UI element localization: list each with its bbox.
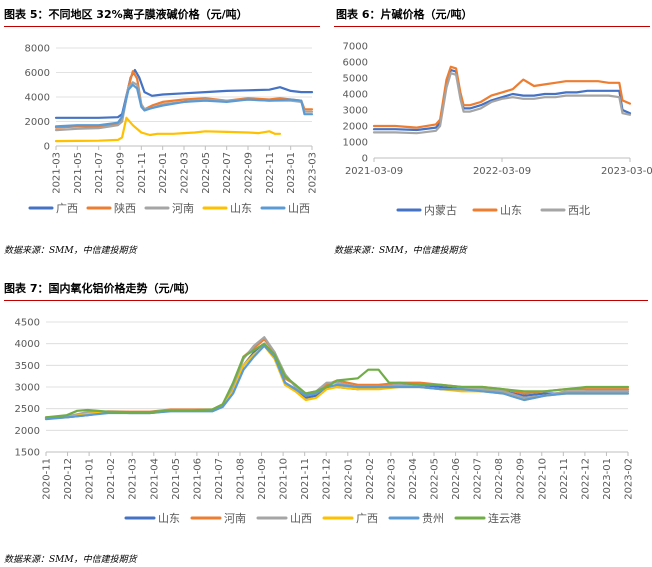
x-tick-label: 2021-05 (73, 152, 84, 194)
y-tick-label: 7000 (343, 42, 368, 53)
y-tick-label: 5000 (343, 74, 368, 85)
y-tick-label: 4500 (15, 318, 40, 329)
chart5-title-rule (4, 26, 320, 27)
x-tick-label: 2022-05 (430, 458, 441, 500)
x-tick-label: 2022-08 (494, 458, 505, 500)
y-tick-label: 2500 (15, 404, 40, 415)
y-tick-label: 1500 (15, 448, 40, 459)
y-tick-label: 6000 (25, 68, 50, 79)
x-tick-label: 2022-04 (408, 458, 419, 500)
y-tick-label: 3500 (15, 361, 40, 372)
x-tick-label: 2023-01 (286, 152, 297, 194)
chart5-title: 图表 5：不同地区 32%离子膜液碱价格（元/吨） (4, 8, 248, 21)
y-tick-label: 4000 (15, 339, 40, 350)
legend-label: 山西 (288, 202, 310, 215)
x-tick-label: 2021-01 (85, 458, 96, 500)
chart7-title: 图表 7：国内氧化铝价格走势（元/吨） (4, 282, 196, 295)
chart7-source: 数据来源：SMM，中信建投期货 (4, 555, 137, 565)
legend-label: 广西 (356, 512, 378, 525)
x-tick-label: 2022-01 (158, 152, 169, 194)
x-tick-label: 2022-07 (222, 152, 233, 194)
x-tick-label: 2021-06 (192, 458, 203, 500)
legend-label: 广西 (56, 202, 78, 215)
y-tick-label: 4000 (25, 93, 50, 104)
x-tick-label: 2021-03 (128, 458, 139, 500)
x-tick-label: 2021-12 (322, 458, 333, 500)
legend-label: 山东 (158, 512, 180, 525)
legend-label: 山东 (230, 202, 252, 215)
legend-label: 连云港 (488, 512, 521, 525)
x-tick-label: 2021-03-09 (345, 166, 403, 177)
legend-label: 西北 (568, 204, 590, 217)
x-tick-label: 2022-03 (180, 152, 191, 194)
series-line-连云港 (44, 342, 630, 419)
series-line-山东 (372, 65, 632, 129)
chart6-plot: 0 1000 2000 3000 4000 5000 6000 7000 2021-03-09 2… (343, 42, 652, 218)
x-tick-label: 2023-01 (602, 458, 613, 500)
x-tick-label: 2021-07 (94, 152, 105, 194)
y-tick-label: 0 (362, 154, 368, 165)
y-tick-label: 3000 (15, 383, 40, 394)
chart5-source: 数据来源：SMM，中信建投期货 (4, 246, 137, 256)
legend-label: 河南 (224, 512, 246, 525)
chart6-title: 图表 6：片碱价格（元/吨） (336, 8, 473, 21)
series-line-河南 (44, 338, 630, 419)
chart7-plot: 1500 2000 2500 3000 3500 4000 4500 2020-11 2020-… (15, 318, 635, 526)
chart6-title-rule (334, 26, 650, 27)
x-tick-label: 2021-07 (214, 458, 225, 500)
x-tick-label: 2021-03 (52, 152, 63, 194)
x-tick-label: 2022-07 (473, 458, 484, 500)
y-tick-label: 3000 (343, 106, 368, 117)
series-line-山西 (44, 336, 630, 419)
x-tick-label: 2022-11 (265, 152, 276, 194)
y-tick-label: 2000 (25, 117, 50, 128)
x-tick-label: 2021-11 (137, 152, 148, 194)
x-tick-label: 2022-09 (516, 458, 527, 500)
legend-label: 陕西 (114, 201, 136, 215)
legend-label: 内蒙古 (424, 203, 457, 217)
x-tick-label: 2022-01 (343, 458, 354, 500)
legend-label: 山东 (500, 204, 522, 217)
y-tick-label: 2000 (343, 122, 368, 133)
series-line-山西 (54, 83, 314, 128)
x-tick-label: 2021-08 (236, 458, 247, 500)
series-line-广西 (54, 68, 314, 119)
x-tick-label: 2022-10 (537, 458, 548, 500)
y-tick-label: 4000 (343, 90, 368, 101)
x-tick-label: 2021-09 (116, 152, 127, 194)
x-tick-label: 2023-03-09 (601, 166, 652, 177)
series-line-山东 (54, 116, 282, 143)
x-tick-label: 2022-11 (559, 458, 570, 500)
x-tick-label: 2021-11 (300, 458, 311, 500)
x-tick-label: 2021-10 (279, 458, 290, 500)
x-tick-label: 2022-06 (451, 458, 462, 500)
x-tick-label: 2020-11 (42, 458, 53, 500)
x-tick-label: 2022-03-09 (473, 166, 531, 177)
x-tick-label: 2021-02 (106, 458, 117, 500)
x-tick-label: 2020-12 (63, 458, 74, 500)
chart5-plot: 0 2000 4000 6000 8000 2021-03 2021-05 2021-07 20… (25, 44, 319, 216)
x-tick-label: 2022-03 (386, 458, 397, 500)
x-tick-label: 2022-09 (244, 152, 255, 194)
y-tick-label: 0 (44, 142, 50, 153)
chart6-source: 数据来源：SMM，中信建投期货 (334, 246, 467, 256)
series-line-西北 (372, 72, 632, 135)
chart7-title-rule (4, 300, 648, 301)
legend-label: 河南 (172, 202, 194, 215)
x-tick-label: 2022-05 (201, 152, 212, 194)
y-tick-label: 6000 (343, 58, 368, 69)
legend-label: 贵州 (422, 512, 444, 525)
y-tick-label: 1000 (343, 138, 368, 149)
x-tick-label: 2021-05 (171, 458, 182, 500)
x-tick-label: 2021-09 (257, 458, 268, 500)
legend-label: 山西 (290, 512, 312, 525)
series-line-内蒙古 (372, 68, 632, 132)
x-tick-label: 2023-03 (308, 152, 319, 194)
y-tick-label: 8000 (25, 44, 50, 55)
x-tick-label: 2022-12 (580, 458, 591, 500)
x-tick-label: 2022-02 (365, 458, 376, 500)
x-tick-label: 2023-02 (624, 458, 635, 500)
y-tick-label: 2000 (15, 426, 40, 437)
x-tick-label: 2021-04 (149, 458, 160, 500)
